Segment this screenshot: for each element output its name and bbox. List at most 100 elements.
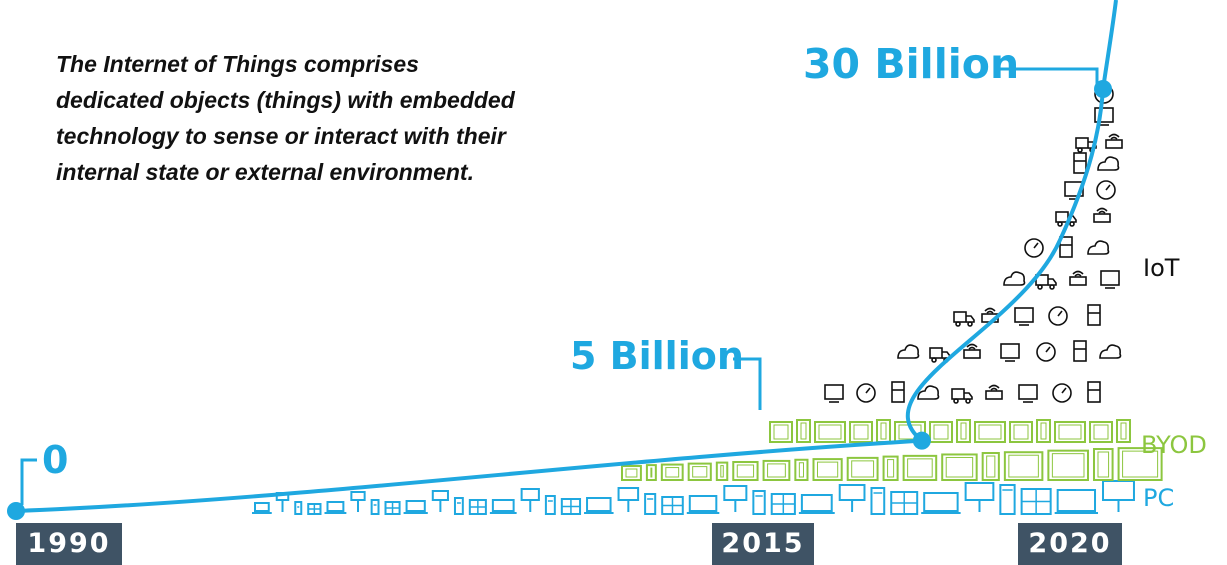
tablet-screen xyxy=(692,466,708,478)
tablet-screen xyxy=(1051,453,1085,478)
barcode-scanner-icon xyxy=(1099,344,1122,359)
tower-icon xyxy=(644,493,657,515)
tablet-icon xyxy=(814,421,846,443)
tablet-screen xyxy=(851,460,875,478)
waves-icon xyxy=(1003,271,1026,286)
byod-icons xyxy=(621,419,1163,482)
thermometer-icon-wheel xyxy=(1057,221,1063,227)
laptop-base xyxy=(1054,512,1099,514)
tower-icon xyxy=(453,497,464,515)
gauge-icon-wheel xyxy=(931,357,937,363)
monitor-stand xyxy=(851,500,854,512)
monitor-icon xyxy=(1024,238,1044,258)
leader-30-billion xyxy=(998,67,1099,88)
device-icon xyxy=(824,384,844,403)
tablet-icon xyxy=(1009,421,1033,443)
tablet-icon xyxy=(956,419,971,443)
leader-zero xyxy=(20,458,37,505)
tablet-screen xyxy=(1093,424,1109,440)
tablet-screen xyxy=(907,458,933,478)
iot-definition-text: The Internet of Things comprises dedicat… xyxy=(56,51,515,185)
tablet-icon xyxy=(1036,419,1051,443)
tower-icon xyxy=(544,495,556,515)
tablet-screen xyxy=(736,464,755,478)
data-point-0 xyxy=(7,502,25,520)
laptop-icon-body xyxy=(891,381,905,403)
laptop-base xyxy=(489,512,517,514)
laptop-base xyxy=(798,512,835,514)
tablet-icon xyxy=(645,464,657,482)
tablet-icon xyxy=(981,452,1000,482)
antenna-icon xyxy=(1052,383,1072,403)
gauge-icon-body xyxy=(929,347,943,359)
tablet-screen xyxy=(773,424,789,440)
laptop-icon xyxy=(254,502,270,512)
device-icon-wheel xyxy=(1037,284,1043,290)
tower-icon xyxy=(752,490,766,515)
pharmacy-icon-cab xyxy=(966,315,975,323)
monitor-stand xyxy=(529,500,532,512)
label-5-billion: 5 Billion xyxy=(570,334,744,378)
tablet-icon xyxy=(856,383,876,403)
tablet-screen xyxy=(818,424,842,440)
factory-icon-body xyxy=(1097,156,1120,171)
tablet-icon xyxy=(974,421,1006,443)
tower-icon xyxy=(999,484,1016,515)
laptop-icon xyxy=(491,499,515,512)
tablet-icon xyxy=(1116,419,1131,443)
tablet-icon xyxy=(687,462,712,481)
billboard-icon-body xyxy=(1014,307,1034,323)
tablet-screen xyxy=(625,468,638,478)
monitor-stand xyxy=(627,500,630,512)
monitor-icon-hand xyxy=(1033,242,1039,249)
tablet-screen xyxy=(1122,450,1159,478)
laptop-base xyxy=(403,512,428,514)
tablet-screen xyxy=(945,456,974,478)
printer-icon-body xyxy=(1096,180,1116,200)
atm-icon xyxy=(1048,306,1068,326)
factory-icon-signal xyxy=(966,343,978,350)
tablet-icon xyxy=(1117,447,1163,482)
device-icon-wheel xyxy=(1049,284,1055,290)
camera-icon-body xyxy=(1087,381,1101,403)
laptop-icon-body xyxy=(1100,270,1120,286)
tower-icon xyxy=(294,501,303,515)
pharmacy-icon-body xyxy=(953,311,967,323)
tablet-icon-body xyxy=(856,383,876,403)
tv-icon xyxy=(1000,343,1020,362)
barcode-scanner-icon-body xyxy=(1099,344,1122,359)
tablet-icon xyxy=(849,421,873,443)
printer-icon xyxy=(897,344,920,359)
billboard-icon xyxy=(1014,307,1034,326)
tablet-screen xyxy=(1008,454,1039,478)
cloud-icon-body xyxy=(985,390,1003,400)
gauge-icon xyxy=(1073,152,1087,174)
cloud-icon-body xyxy=(1087,240,1110,255)
tablet-screen xyxy=(650,467,653,478)
vending-icon xyxy=(1087,304,1101,326)
tablet-screen xyxy=(887,459,895,478)
camera-icon xyxy=(1087,381,1101,403)
tablet-screen xyxy=(880,422,887,440)
monitor-icon xyxy=(431,490,449,501)
tablet-screen xyxy=(978,424,1002,440)
tablet-icon-body xyxy=(1069,276,1087,286)
thermometer-icon-body xyxy=(1055,211,1069,223)
antenna-icon-body xyxy=(1052,383,1072,403)
cloud-icon xyxy=(1087,240,1110,255)
atm-icon-body xyxy=(1048,306,1068,326)
iot-icons xyxy=(824,84,1123,404)
data-point-2 xyxy=(1094,80,1112,98)
waves-icon-body xyxy=(1003,271,1026,286)
laptop-icon xyxy=(1056,489,1097,512)
tablet-icon xyxy=(1069,270,1087,286)
monitor-icon-body xyxy=(1024,238,1044,258)
tv-icon-wheel xyxy=(1077,147,1083,153)
device-icon-body xyxy=(824,384,844,400)
laptop-base xyxy=(584,512,614,514)
tv-icon-body xyxy=(1000,343,1020,359)
link-icon-body xyxy=(1105,139,1123,149)
legend-pc: PC xyxy=(1143,484,1175,512)
truck-icon-body xyxy=(1059,236,1073,258)
